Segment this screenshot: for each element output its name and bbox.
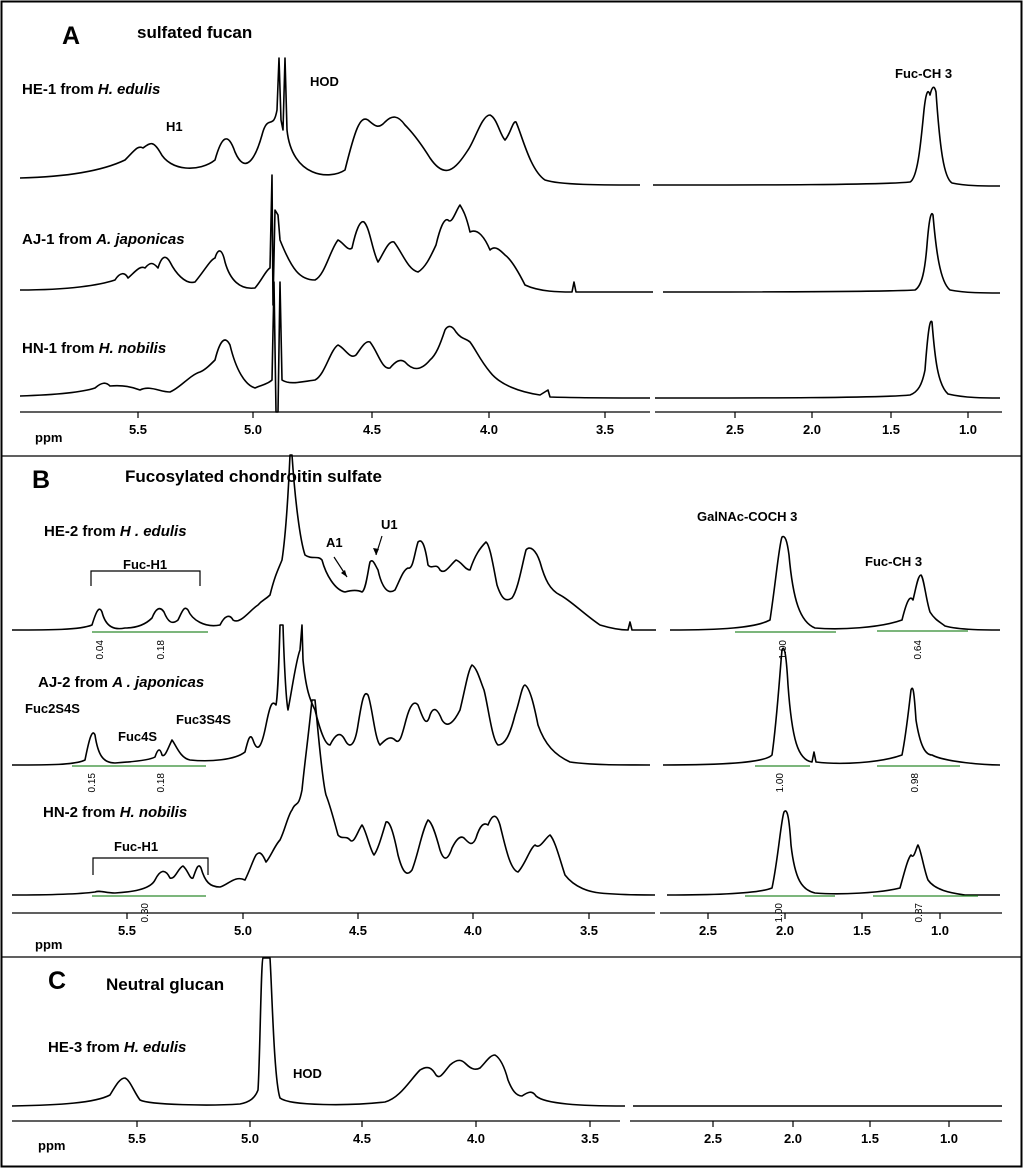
panel-b-spectra — [11, 454, 1001, 896]
tick-label: 2.5 — [699, 923, 717, 938]
integral-value: 0.64 — [913, 640, 924, 660]
integral-value: 0.15 — [87, 773, 98, 793]
tick-label: 3.5 — [581, 1131, 599, 1146]
tick-label: 3.5 — [596, 422, 614, 437]
tick-label: 2.0 — [776, 923, 794, 938]
spectrum-aj-2 — [11, 624, 651, 766]
panel-a-axis: 5.5 5.0 4.5 4.0 3.5 2.5 2.0 1.5 1.0 ppm — [20, 411, 1002, 445]
tick-label: 4.5 — [353, 1131, 371, 1146]
panel-b: B Fucosylated chondroitin sulfate HE-2 f… — [11, 454, 1002, 952]
panel-c-axis: 5.5 5.0 4.5 4.0 3.5 2.5 2.0 1.5 1.0 ppm — [12, 1120, 1002, 1153]
panel-a-letter: A — [62, 22, 80, 50]
tick-label: 5.0 — [234, 923, 252, 938]
peak-label-fuc-ch3-b: Fuc-CH 3 — [865, 554, 922, 569]
spectrum-hn-1 — [19, 281, 651, 413]
panel-c-letter: C — [48, 967, 66, 995]
peak-label-h1: H1 — [166, 119, 183, 134]
peak-label-fuc2s4s: Fuc2S4S — [25, 701, 80, 716]
peak-label-hod: HOD — [310, 74, 339, 89]
panel-b-ppm-label: ppm — [35, 937, 62, 952]
peak-label-fuc4s: Fuc4S — [118, 729, 157, 744]
arrow-a1-head — [341, 570, 347, 577]
panel-b-sample-2: AJ-2 from A . japonicas — [38, 674, 204, 691]
panel-b-ticks: 5.5 5.0 4.5 4.0 3.5 2.5 2.0 1.5 1.0 — [118, 913, 949, 938]
tick-label: 1.0 — [959, 422, 977, 437]
tick-label: 1.5 — [853, 923, 871, 938]
tick-label: 5.5 — [128, 1131, 146, 1146]
tick-label: 5.0 — [244, 422, 262, 437]
panel-b-title: Fucosylated chondroitin sulfate — [125, 467, 382, 486]
integral-value: 0.18 — [156, 773, 167, 793]
spectrum-aj-1-right — [662, 213, 1001, 294]
tick-label: 2.0 — [784, 1131, 802, 1146]
integral-value: 1.00 — [778, 640, 789, 660]
panel-c: C Neutral glucan HE-3 from H. edulis HOD… — [11, 957, 1002, 1153]
peak-label-galnac-coch3: GalNAc-COCH 3 — [697, 509, 797, 524]
tick-label: 4.0 — [467, 1131, 485, 1146]
spectrum-he-1-right — [652, 86, 1001, 187]
spectrum-hn-2 — [11, 699, 656, 896]
integral-value: 0.18 — [156, 640, 167, 660]
panel-a-ppm-label: ppm — [35, 430, 62, 445]
spectrum-hn-2-right — [666, 810, 1000, 896]
tick-label: 2.0 — [803, 422, 821, 437]
spectrum-he-2-right — [669, 535, 1001, 631]
peak-label-a1: A1 — [326, 535, 343, 550]
spectrum-he-1 — [19, 57, 641, 186]
tick-label: 1.5 — [882, 422, 900, 437]
tick-label: 5.5 — [129, 422, 147, 437]
peak-label-fuc-ch3: Fuc-CH 3 — [895, 66, 952, 81]
peak-label-hod-c: HOD — [293, 1066, 322, 1081]
integral-value: 1.00 — [775, 773, 786, 793]
tick-label: 1.5 — [861, 1131, 879, 1146]
panel-b-sample-3: HN-2 from H. nobilis — [43, 804, 187, 821]
peak-label-fuc-h1-hn2: Fuc-H1 — [114, 839, 158, 854]
arrow-u1-head — [373, 548, 379, 555]
tick-label: 5.0 — [241, 1131, 259, 1146]
spectrum-aj-1 — [19, 174, 653, 306]
bracket-fuc-h1-hn2 — [92, 857, 209, 875]
tick-label: 4.0 — [464, 923, 482, 938]
panel-b-integrals: 0.04 0.18 1.00 0.640.15 0.18 1.00 0.980.30 1.00… — [72, 630, 978, 922]
bracket-fuc-h1-he2 — [90, 570, 201, 586]
peak-label-fuc3s4s: Fuc3S4S — [176, 712, 231, 727]
panel-b-axis: 5.5 5.0 4.5 4.0 3.5 2.5 2.0 1.5 1.0 ppm — [12, 912, 1002, 952]
panel-a-sample-2: AJ-1 from A. japonicas — [22, 231, 185, 248]
tick-label: 3.5 — [580, 923, 598, 938]
panel-c-ppm-label: ppm — [38, 1138, 65, 1153]
spectrum-he-2 — [11, 454, 656, 631]
tick-label: 4.5 — [349, 923, 367, 938]
panel-a-title: sulfated fucan — [137, 23, 252, 42]
tick-label: 4.0 — [480, 422, 498, 437]
panel-a-sample-3: HN-1 from H. nobilis — [22, 340, 166, 357]
spectrum-hn-1-right — [654, 320, 1001, 399]
spectrum-aj-2-right — [662, 647, 1001, 766]
peak-label-u1: U1 — [381, 517, 398, 532]
integral-value: 0.04 — [95, 640, 106, 660]
integral-value: 0.98 — [910, 773, 921, 793]
peak-label-fuc-h1-he2: Fuc-H1 — [123, 557, 167, 572]
panel-b-sample-1: HE-2 from H . edulis — [44, 523, 187, 540]
panel-c-title: Neutral glucan — [106, 975, 224, 994]
tick-label: 2.5 — [726, 422, 744, 437]
panel-a-ticks: 5.5 5.0 4.5 4.0 3.5 2.5 2.0 1.5 1.0 — [129, 412, 977, 437]
tick-label: 1.0 — [940, 1131, 958, 1146]
panel-c-spectra — [11, 957, 1002, 1107]
panel-a-sample-1: HE-1 from H. edulis — [22, 81, 160, 98]
panel-c-sample-1: HE-3 from H. edulis — [48, 1039, 186, 1056]
tick-label: 5.5 — [118, 923, 136, 938]
spectrum-he-3 — [11, 957, 626, 1107]
panel-c-ticks: 5.5 5.0 4.5 4.0 3.5 2.5 2.0 1.5 1.0 — [128, 1121, 958, 1146]
tick-label: 1.0 — [931, 923, 949, 938]
tick-label: 2.5 — [704, 1131, 722, 1146]
tick-label: 4.5 — [363, 422, 381, 437]
panel-a: A sulfated fucan HE-1 from H. edulis AJ-… — [19, 22, 1002, 445]
panel-a-spectra — [19, 57, 1001, 413]
panel-b-letter: B — [32, 466, 50, 494]
